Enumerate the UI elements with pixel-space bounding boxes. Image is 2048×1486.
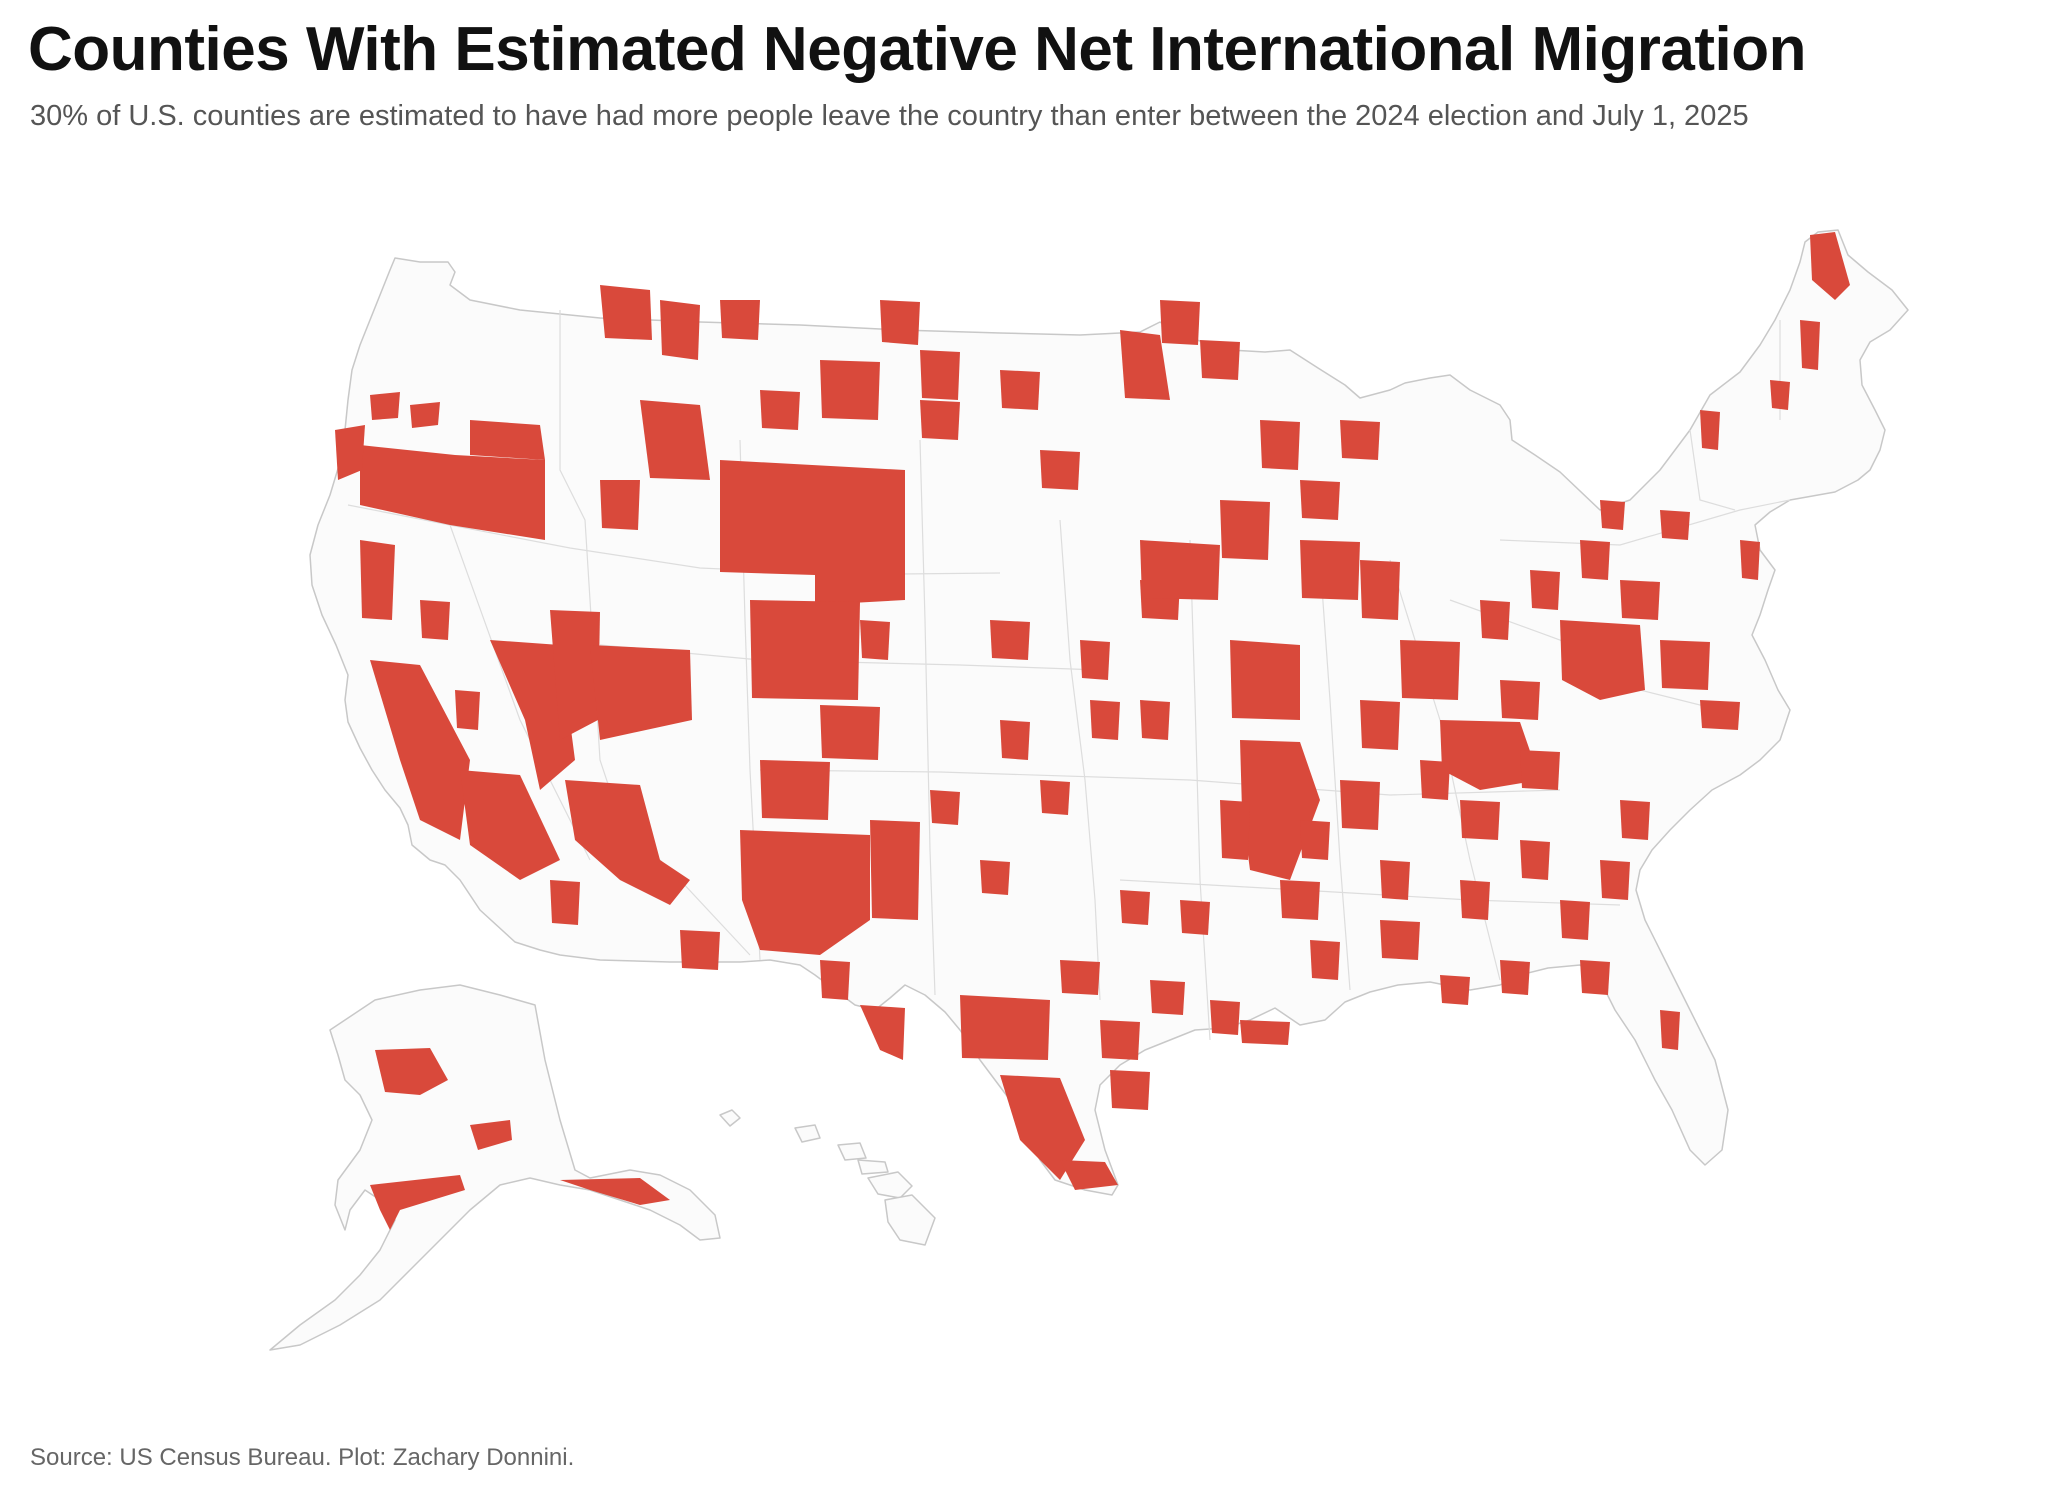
negative-migration-counties	[335, 232, 1850, 1230]
alaska-outline	[269, 984, 721, 1351]
hawaii-islands	[719, 1109, 936, 1246]
map-subtitle: 30% of U.S. counties are estimated to ha…	[30, 100, 1749, 132]
map-title: Counties With Estimated Negative Net Int…	[28, 15, 1806, 84]
source-note: Source: US Census Bureau. Plot: Zachary …	[30, 1444, 575, 1471]
